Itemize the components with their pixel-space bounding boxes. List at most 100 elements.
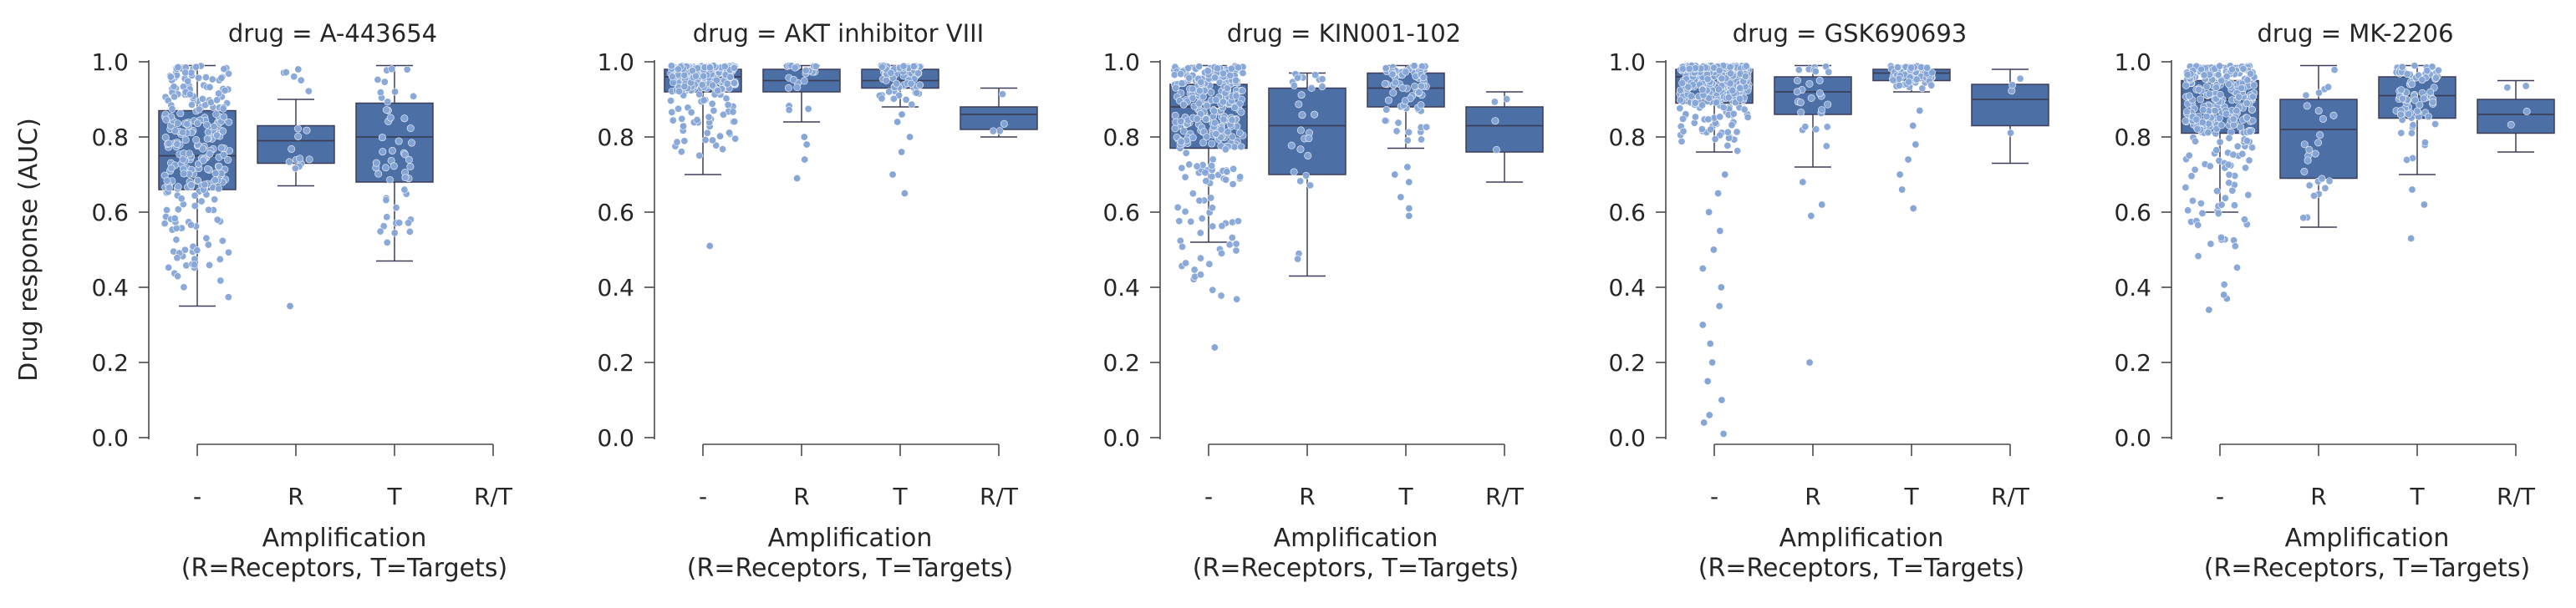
outlier-point <box>1714 190 1723 198</box>
data-point <box>2429 98 2437 106</box>
data-point <box>1229 180 1237 189</box>
outlier-point <box>906 133 914 141</box>
data-point <box>183 119 191 128</box>
data-point <box>1209 155 1217 164</box>
data-point <box>180 283 188 291</box>
data-point <box>695 90 704 99</box>
data-point <box>204 128 212 136</box>
data-point <box>2194 220 2202 229</box>
data-point <box>677 148 685 156</box>
data-point <box>190 261 198 269</box>
data-point <box>1199 139 1207 147</box>
data-point <box>1389 89 1397 97</box>
panel-title: drug = A-443654 <box>228 19 437 48</box>
data-point <box>667 62 675 70</box>
data-point <box>2187 172 2196 180</box>
data-point <box>225 248 233 256</box>
data-point <box>731 117 739 125</box>
x-tick-label: T <box>1903 483 1919 510</box>
data-point <box>2247 69 2255 78</box>
data-point <box>726 73 735 81</box>
data-point <box>710 106 718 114</box>
data-point <box>1182 149 1190 157</box>
data-point <box>215 89 223 98</box>
data-point <box>1388 70 1397 79</box>
y-tick-label: 0.0 <box>597 424 634 452</box>
data-point <box>2302 91 2310 99</box>
data-point <box>282 68 290 77</box>
data-point <box>2197 95 2205 104</box>
data-point <box>1195 99 1204 108</box>
data-point <box>211 170 220 178</box>
data-point <box>2222 109 2231 118</box>
data-point <box>1712 99 1720 107</box>
data-point <box>714 86 722 94</box>
data-point <box>1233 295 1241 303</box>
outlier-point <box>1700 418 1708 427</box>
data-point <box>1704 115 1713 124</box>
data-point <box>405 155 413 164</box>
data-point <box>716 132 725 140</box>
data-point <box>2212 84 2221 92</box>
data-point <box>675 65 683 73</box>
data-point <box>181 136 190 144</box>
outlier-point <box>1210 343 1219 352</box>
data-point <box>2324 83 2333 91</box>
data-point <box>168 104 176 113</box>
data-point <box>1235 217 1243 225</box>
data-point <box>225 118 233 126</box>
outlier-point <box>1904 155 1912 164</box>
data-point <box>1382 64 1390 73</box>
data-point <box>1718 74 1726 83</box>
panel-4: drug = GSK690693 0.0 0.2 0.4 0.6 0.8 1.0 - R T R/T… <box>1608 19 2049 583</box>
data-point <box>2314 107 2323 115</box>
box <box>1465 106 1544 153</box>
data-point <box>1189 134 1197 142</box>
data-point <box>2230 201 2238 210</box>
data-point <box>1179 100 1188 109</box>
outlier-point <box>1397 193 1405 201</box>
data-point <box>2321 184 2329 192</box>
data-point <box>1304 151 1312 160</box>
data-point <box>389 162 398 170</box>
data-point <box>1305 134 1313 143</box>
data-point <box>1295 100 1303 109</box>
data-point <box>800 77 808 85</box>
data-point <box>2212 187 2221 195</box>
data-point <box>165 263 173 271</box>
data-point <box>2330 66 2339 74</box>
data-point <box>1227 64 1235 73</box>
data-point <box>2507 120 2515 129</box>
data-points <box>160 62 233 301</box>
data-point <box>1232 246 1240 255</box>
data-point <box>1403 136 1412 144</box>
data-point <box>1230 143 1239 151</box>
data-point <box>2420 94 2428 103</box>
outlier-point <box>802 140 811 149</box>
y-axis-label: Drug response (AUC) <box>14 118 43 382</box>
data-point <box>174 205 182 214</box>
data-point <box>1212 129 1220 138</box>
outlier-point <box>898 148 906 156</box>
data-point <box>1235 129 1244 137</box>
y-tick-label: 0.4 <box>597 274 634 301</box>
y-tick-label: 1.0 <box>2114 48 2151 76</box>
y-tick-label: 0.6 <box>597 199 634 226</box>
data-point <box>1402 68 1410 76</box>
y-tick-label: 0.4 <box>1102 274 1140 301</box>
data-point <box>187 220 196 229</box>
box-group-- <box>2181 62 2259 314</box>
data-point <box>1711 135 1719 144</box>
y-tick-label: 1.0 <box>597 48 634 76</box>
outlier-point <box>2408 185 2416 194</box>
data-point <box>2305 145 2314 154</box>
data-point <box>712 76 720 84</box>
outlier-point <box>1717 283 1725 291</box>
box <box>2477 99 2555 134</box>
data-point <box>1171 124 1179 133</box>
data-point <box>194 176 202 185</box>
x-tick-label: - <box>2216 483 2224 510</box>
data-point <box>1225 241 1234 249</box>
data-point <box>171 215 179 223</box>
data-point <box>1218 249 1226 257</box>
